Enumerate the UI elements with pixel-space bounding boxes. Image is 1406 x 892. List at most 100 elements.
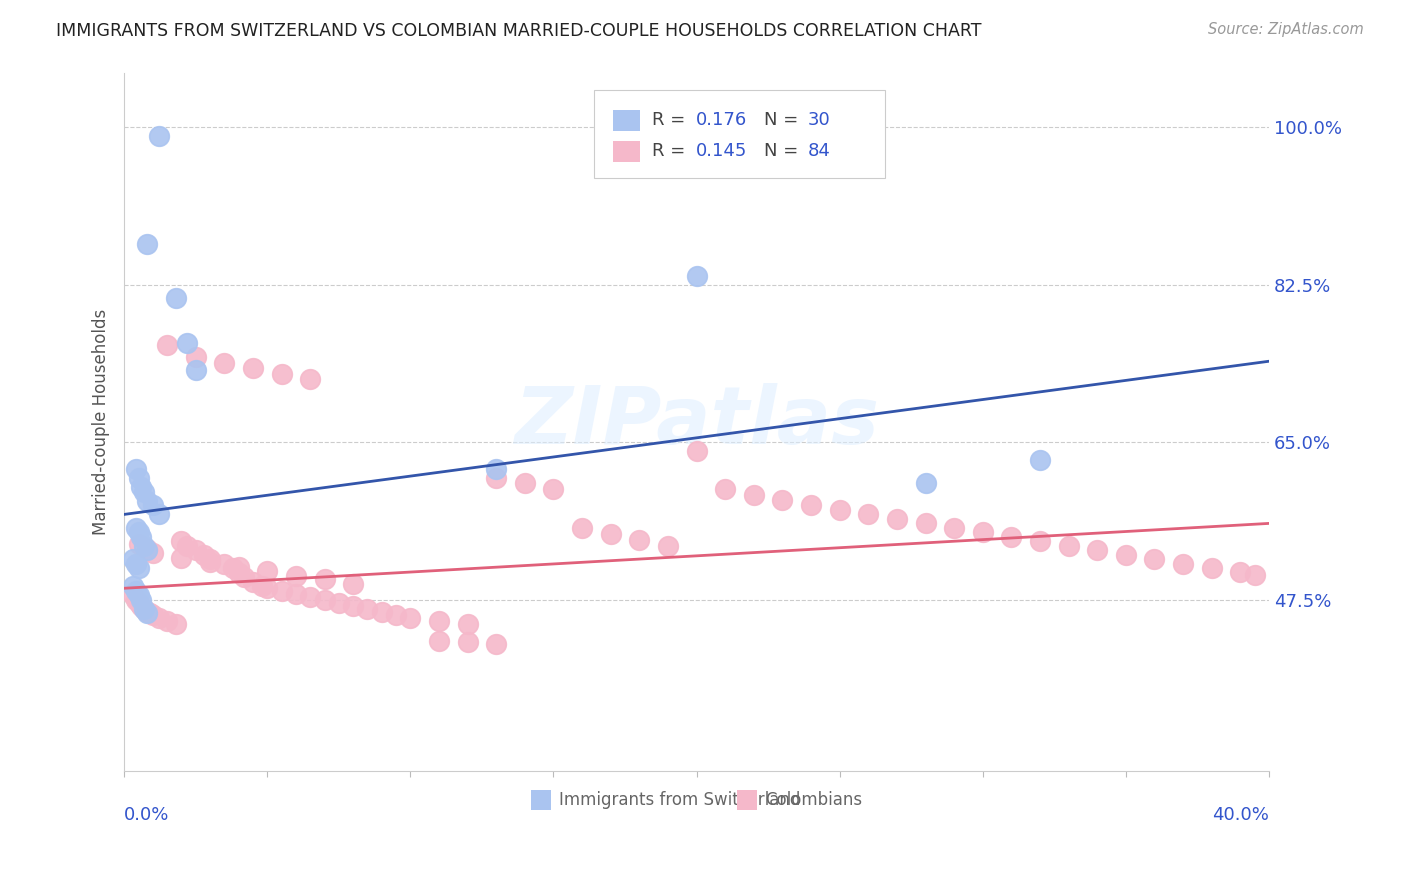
Point bbox=[148, 129, 170, 144]
Point bbox=[124, 521, 146, 535]
Point bbox=[165, 291, 187, 305]
Point bbox=[170, 550, 193, 565]
Text: 0.0%: 0.0% bbox=[124, 806, 170, 824]
Point bbox=[124, 584, 146, 599]
Point bbox=[250, 579, 273, 593]
Point bbox=[142, 499, 165, 513]
Point bbox=[427, 633, 450, 648]
Point bbox=[342, 576, 364, 591]
Point bbox=[314, 593, 336, 607]
Point bbox=[1057, 539, 1080, 553]
Point bbox=[328, 596, 350, 610]
Point bbox=[228, 559, 250, 574]
Text: R =: R = bbox=[652, 142, 690, 161]
Point bbox=[858, 508, 880, 522]
Point bbox=[800, 499, 823, 513]
Point bbox=[128, 596, 150, 610]
Text: N =: N = bbox=[763, 142, 804, 161]
Point bbox=[943, 521, 966, 535]
Point bbox=[256, 581, 278, 595]
Text: 84: 84 bbox=[807, 142, 831, 161]
Point bbox=[657, 539, 679, 553]
Point bbox=[184, 350, 207, 364]
Point bbox=[136, 237, 159, 252]
Text: Source: ZipAtlas.com: Source: ZipAtlas.com bbox=[1208, 22, 1364, 37]
Point bbox=[176, 336, 198, 351]
FancyBboxPatch shape bbox=[593, 90, 886, 178]
Point bbox=[128, 525, 150, 540]
Point bbox=[1229, 565, 1251, 579]
Point bbox=[513, 475, 536, 490]
Point bbox=[131, 593, 153, 607]
Point bbox=[1171, 557, 1194, 571]
Point bbox=[128, 537, 150, 551]
Point bbox=[685, 268, 707, 283]
Point bbox=[131, 480, 153, 494]
Text: ZIPatlas: ZIPatlas bbox=[515, 383, 879, 461]
Point bbox=[148, 611, 170, 625]
Text: 0.176: 0.176 bbox=[696, 112, 747, 129]
Point bbox=[136, 543, 159, 558]
Point bbox=[770, 493, 793, 508]
Point bbox=[121, 579, 143, 593]
Point bbox=[972, 525, 994, 540]
Point bbox=[142, 546, 165, 560]
Text: 0.145: 0.145 bbox=[696, 142, 747, 161]
Point bbox=[214, 557, 236, 571]
Point bbox=[914, 475, 936, 490]
Text: N =: N = bbox=[763, 112, 804, 129]
Point bbox=[886, 512, 908, 526]
Point bbox=[256, 564, 278, 578]
Point bbox=[134, 539, 156, 553]
Point bbox=[485, 637, 508, 651]
Point bbox=[131, 530, 153, 544]
Point bbox=[222, 561, 245, 575]
Point bbox=[485, 471, 508, 485]
Point bbox=[284, 587, 307, 601]
Point bbox=[543, 482, 565, 496]
Point bbox=[121, 589, 143, 603]
Point bbox=[214, 356, 236, 370]
Point bbox=[198, 552, 221, 566]
Point bbox=[242, 574, 264, 589]
Point bbox=[128, 561, 150, 575]
Point bbox=[685, 444, 707, 458]
Point bbox=[228, 566, 250, 580]
Point bbox=[599, 527, 621, 541]
Point bbox=[457, 617, 479, 632]
Point bbox=[124, 557, 146, 571]
Point bbox=[136, 541, 159, 556]
Point bbox=[1029, 534, 1052, 549]
Text: IMMIGRANTS FROM SWITZERLAND VS COLOMBIAN MARRIED-COUPLE HOUSEHOLDS CORRELATION C: IMMIGRANTS FROM SWITZERLAND VS COLOMBIAN… bbox=[56, 22, 981, 40]
Point bbox=[184, 363, 207, 377]
Point bbox=[356, 602, 378, 616]
Point bbox=[1115, 548, 1137, 562]
Point bbox=[136, 605, 159, 619]
Point bbox=[134, 484, 156, 499]
Point bbox=[427, 614, 450, 628]
Bar bbox=[530, 789, 551, 810]
Point bbox=[184, 543, 207, 558]
Bar bbox=[613, 110, 641, 131]
Point bbox=[1029, 453, 1052, 467]
Point bbox=[242, 361, 264, 376]
Text: R =: R = bbox=[652, 112, 690, 129]
Point bbox=[914, 516, 936, 531]
Point bbox=[628, 533, 651, 547]
Point bbox=[1143, 552, 1166, 566]
Point bbox=[139, 607, 162, 621]
Point bbox=[314, 572, 336, 586]
Point bbox=[134, 602, 156, 616]
Point bbox=[1000, 530, 1022, 544]
Point bbox=[714, 482, 737, 496]
Point bbox=[385, 608, 408, 623]
Bar bbox=[737, 789, 758, 810]
Point bbox=[342, 599, 364, 614]
Point bbox=[124, 593, 146, 607]
Point bbox=[198, 555, 221, 569]
Point bbox=[121, 552, 143, 566]
Point bbox=[299, 591, 322, 605]
Bar bbox=[613, 141, 641, 161]
Point bbox=[1085, 543, 1108, 558]
Point bbox=[128, 471, 150, 485]
